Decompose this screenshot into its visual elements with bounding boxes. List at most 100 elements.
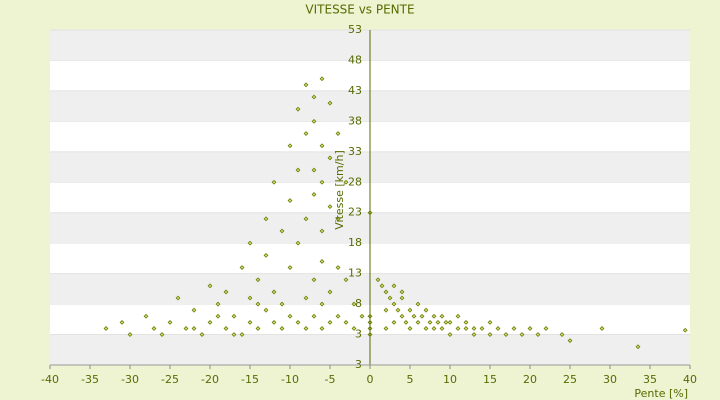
point (295, 106, 301, 112)
point (479, 326, 485, 331)
point (391, 283, 397, 289)
point (411, 313, 417, 319)
point (191, 326, 197, 331)
point (359, 313, 365, 319)
point (319, 179, 325, 185)
point (415, 301, 421, 307)
y-tick-label: 28 (348, 175, 362, 188)
y-tick-label: 18 (348, 236, 362, 249)
point (247, 319, 253, 325)
x-tick-label: 35 (643, 373, 657, 386)
x-tick-label: 10 (443, 373, 457, 386)
point (407, 326, 413, 331)
point (407, 307, 413, 313)
x-tick-label: -40 (41, 373, 59, 386)
point (319, 301, 325, 307)
point (223, 289, 229, 295)
point (343, 277, 349, 283)
x-tick-label: 40 (683, 373, 697, 386)
point (263, 252, 269, 258)
point (447, 319, 453, 325)
point (223, 326, 229, 331)
point (383, 289, 389, 295)
point (327, 204, 333, 210)
point (303, 326, 309, 331)
point (255, 301, 261, 307)
point (287, 265, 293, 270)
point (455, 326, 461, 331)
x-tick-label: -30 (121, 373, 139, 386)
point (271, 319, 277, 325)
point (423, 326, 429, 331)
point (303, 216, 309, 222)
x-tick-label: 15 (483, 373, 497, 386)
x-tick-label: 5 (407, 373, 414, 386)
point (199, 332, 205, 337)
point (311, 94, 317, 100)
point (463, 326, 469, 331)
point (327, 155, 333, 161)
point (399, 313, 405, 319)
point (383, 326, 389, 331)
x-tick-label: -10 (281, 373, 299, 386)
point (335, 313, 341, 319)
y-axis-label: Vitesse [km/h] (333, 150, 346, 230)
point (287, 143, 293, 149)
point (567, 338, 573, 344)
point (427, 319, 433, 325)
y-tick-label: 53 (348, 23, 362, 36)
point (399, 289, 405, 295)
point (391, 301, 397, 307)
x-tick-label: 30 (603, 373, 617, 386)
point (439, 313, 445, 319)
point (311, 277, 317, 283)
point (319, 143, 325, 149)
point (599, 326, 605, 331)
point (255, 277, 261, 283)
point (351, 301, 357, 307)
point (471, 332, 477, 337)
point (327, 289, 333, 295)
point (343, 319, 349, 325)
point (351, 326, 357, 331)
point (287, 198, 293, 203)
point (231, 332, 237, 337)
point (303, 82, 309, 88)
x-axis-label: Pente [%] (634, 387, 688, 400)
point (343, 179, 349, 185)
point (495, 326, 501, 331)
point (239, 332, 245, 337)
x-tick-label: 20 (523, 373, 537, 386)
point (443, 319, 449, 325)
point (119, 319, 125, 325)
x-tick-label: -35 (81, 373, 99, 386)
point (439, 326, 445, 331)
y-tick-label: 8 (355, 297, 362, 310)
point (279, 228, 285, 234)
point (303, 131, 309, 136)
x-tick-label: 25 (563, 373, 577, 386)
point (207, 319, 213, 325)
point (191, 307, 197, 313)
point (247, 240, 253, 246)
point (335, 216, 341, 222)
point (311, 118, 317, 124)
point (543, 326, 549, 331)
x-tick-label: -5 (325, 373, 336, 386)
point (271, 289, 277, 295)
x-tick-label: -20 (201, 373, 219, 386)
point (335, 131, 341, 136)
point (183, 326, 189, 331)
point (682, 327, 688, 333)
point (447, 332, 453, 337)
point (375, 277, 381, 283)
point (239, 265, 245, 270)
point (295, 167, 301, 173)
point (559, 332, 565, 337)
point (319, 259, 325, 264)
point (215, 301, 221, 307)
point (167, 319, 173, 325)
point (303, 295, 309, 301)
y-tick-label: 38 (348, 114, 362, 127)
point (287, 313, 293, 319)
